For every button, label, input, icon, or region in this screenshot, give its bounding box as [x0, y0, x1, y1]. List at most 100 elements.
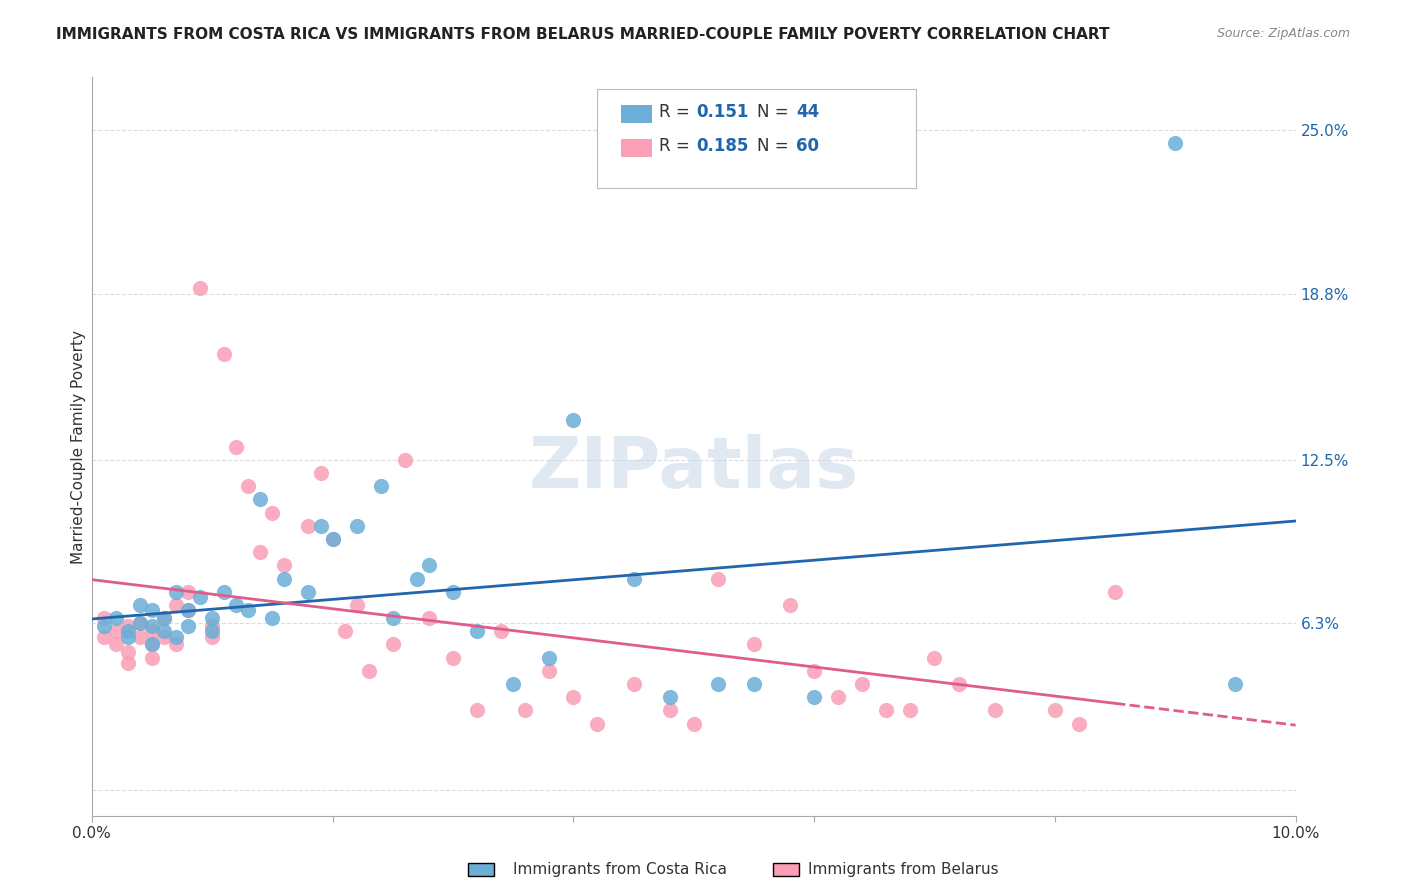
Text: 60: 60: [796, 137, 820, 155]
Point: [322, 532, 344, 546]
Point: [1164, 136, 1187, 151]
Text: 44: 44: [796, 103, 820, 121]
Point: [262, 506, 284, 520]
Point: [394, 453, 416, 467]
Point: [502, 677, 524, 691]
Point: [141, 638, 163, 652]
Point: [177, 619, 200, 633]
Point: [104, 611, 127, 625]
Point: [489, 624, 512, 639]
Point: [623, 572, 645, 586]
Point: [249, 545, 271, 559]
Text: N =: N =: [758, 103, 794, 121]
Text: IMMIGRANTS FROM COSTA RICA VS IMMIGRANTS FROM BELARUS MARRIED-COUPLE FAMILY POVE: IMMIGRANTS FROM COSTA RICA VS IMMIGRANTS…: [56, 27, 1109, 42]
Point: [238, 603, 260, 617]
Point: [141, 619, 163, 633]
Point: [682, 716, 704, 731]
Point: [1104, 584, 1126, 599]
Point: [201, 611, 224, 625]
Point: [803, 690, 825, 705]
Point: [188, 590, 211, 604]
Point: [381, 638, 404, 652]
Point: [117, 656, 139, 670]
Point: [141, 624, 163, 639]
Point: [875, 703, 897, 717]
Point: [465, 624, 488, 639]
FancyBboxPatch shape: [598, 88, 917, 188]
Point: [238, 479, 260, 493]
Point: [141, 638, 163, 652]
Point: [153, 611, 176, 625]
Text: R =: R =: [659, 137, 695, 155]
Point: [141, 650, 163, 665]
Point: [165, 630, 187, 644]
Point: [405, 572, 427, 586]
Point: [742, 677, 765, 691]
Point: [309, 518, 332, 533]
Text: Immigrants from Belarus: Immigrants from Belarus: [808, 863, 1000, 877]
Point: [93, 630, 115, 644]
Point: [188, 281, 211, 295]
Point: [441, 650, 464, 665]
Point: [129, 616, 152, 631]
Bar: [621, 139, 651, 157]
Point: [201, 624, 224, 639]
Point: [707, 677, 730, 691]
Point: [465, 703, 488, 717]
Point: [779, 598, 801, 612]
Point: [153, 630, 176, 644]
Point: [129, 598, 152, 612]
Point: [441, 584, 464, 599]
Point: [924, 650, 946, 665]
Point: [177, 584, 200, 599]
Point: [141, 603, 163, 617]
Point: [309, 466, 332, 480]
Point: [117, 645, 139, 659]
Point: [418, 611, 440, 625]
Point: [201, 630, 224, 644]
Point: [262, 611, 284, 625]
Text: Immigrants from Costa Rica: Immigrants from Costa Rica: [513, 863, 727, 877]
Point: [827, 690, 849, 705]
Point: [249, 492, 271, 507]
Point: [273, 558, 295, 573]
Point: [707, 572, 730, 586]
Point: [165, 638, 187, 652]
Point: [562, 690, 585, 705]
Point: [1225, 677, 1247, 691]
Point: [370, 479, 392, 493]
Point: [153, 624, 176, 639]
Point: [851, 677, 873, 691]
Point: [538, 664, 561, 678]
Point: [346, 598, 368, 612]
Point: [153, 611, 176, 625]
Point: [322, 532, 344, 546]
Text: ZIPatlas: ZIPatlas: [529, 434, 859, 503]
Y-axis label: Married-Couple Family Poverty: Married-Couple Family Poverty: [72, 330, 86, 564]
Point: [297, 518, 319, 533]
Point: [357, 664, 380, 678]
Text: R =: R =: [659, 103, 695, 121]
Point: [297, 584, 319, 599]
Point: [333, 624, 356, 639]
Point: [381, 611, 404, 625]
Point: [93, 611, 115, 625]
Point: [418, 558, 440, 573]
Point: [165, 598, 187, 612]
Point: [983, 703, 1005, 717]
Point: [104, 638, 127, 652]
Point: [212, 584, 235, 599]
Point: [117, 624, 139, 639]
Text: 0.185: 0.185: [696, 137, 748, 155]
Point: [346, 518, 368, 533]
Text: Source: ZipAtlas.com: Source: ZipAtlas.com: [1216, 27, 1350, 40]
Point: [803, 664, 825, 678]
Point: [586, 716, 609, 731]
Point: [562, 413, 585, 427]
Point: [177, 603, 200, 617]
Text: N =: N =: [758, 137, 794, 155]
Point: [515, 703, 537, 717]
Point: [165, 584, 187, 599]
Point: [93, 619, 115, 633]
Point: [117, 619, 139, 633]
